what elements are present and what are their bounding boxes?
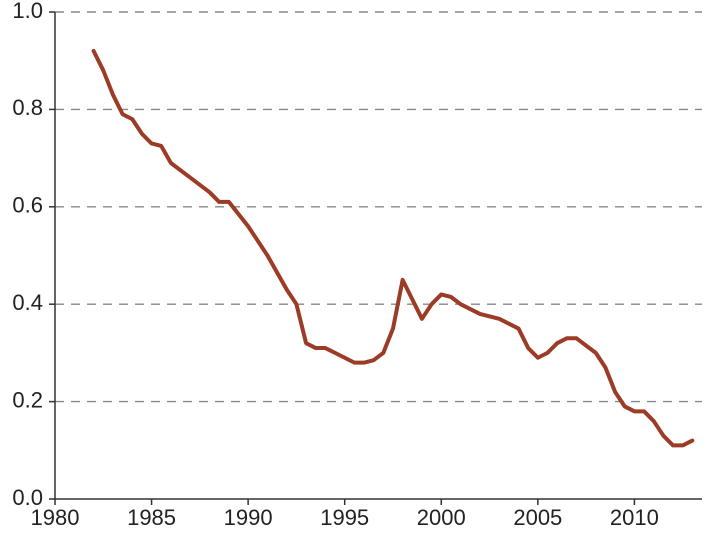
x-tick-label: 1980 [31, 505, 80, 530]
x-tick-label: 1995 [320, 505, 369, 530]
y-tick-label: 0.8 [12, 95, 43, 120]
x-tick-label: 2010 [610, 505, 659, 530]
y-tick-label: 0.4 [12, 290, 43, 315]
y-tick-label: 0.2 [12, 387, 43, 412]
y-tick-label: 0.6 [12, 193, 43, 218]
x-tick-label: 1990 [224, 505, 273, 530]
x-tick-label: 2005 [513, 505, 562, 530]
x-tick-label: 1985 [127, 505, 176, 530]
x-tick-label: 2000 [417, 505, 466, 530]
y-tick-label: 1.0 [12, 0, 43, 23]
line-chart: 0.00.20.40.60.81.01980198519901995200020… [0, 0, 712, 553]
